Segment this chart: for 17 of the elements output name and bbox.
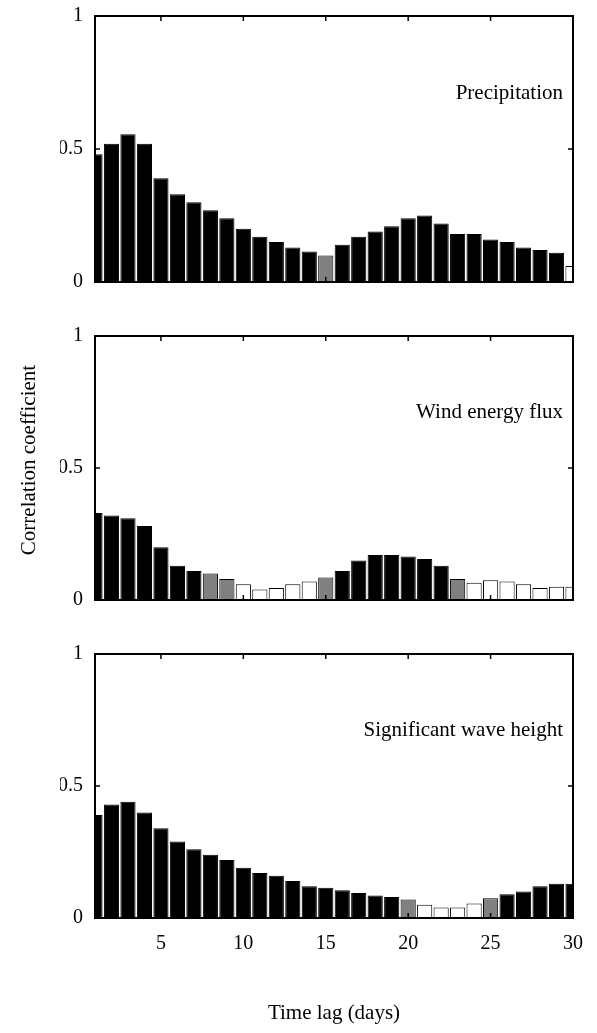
y-axis-title: Correlation coefficient [15, 364, 41, 556]
annotation: Wind energy flux [416, 399, 564, 424]
y-tick-label: 0 [73, 269, 83, 292]
y-tick-label: 1 [73, 641, 83, 664]
x-tick-label: 5 [155, 931, 166, 954]
annotation: Significant wave height [363, 717, 564, 742]
x-tick-label: 20 [398, 931, 419, 954]
x-axis-title: Time lag (days) [267, 1000, 401, 1025]
y-tick-label: 0 [73, 587, 83, 610]
x-tick-label: 25 [480, 931, 501, 954]
x-tick-label: 15 [315, 931, 336, 954]
x-tick-label: 30 [563, 931, 583, 954]
y-tick-label: 1 [73, 3, 83, 26]
y-tick-label: 1 [73, 323, 83, 346]
annotation: Precipitation [455, 79, 564, 104]
y-tick-label: 0 [73, 905, 83, 928]
x-tick-label: 10 [233, 931, 254, 954]
